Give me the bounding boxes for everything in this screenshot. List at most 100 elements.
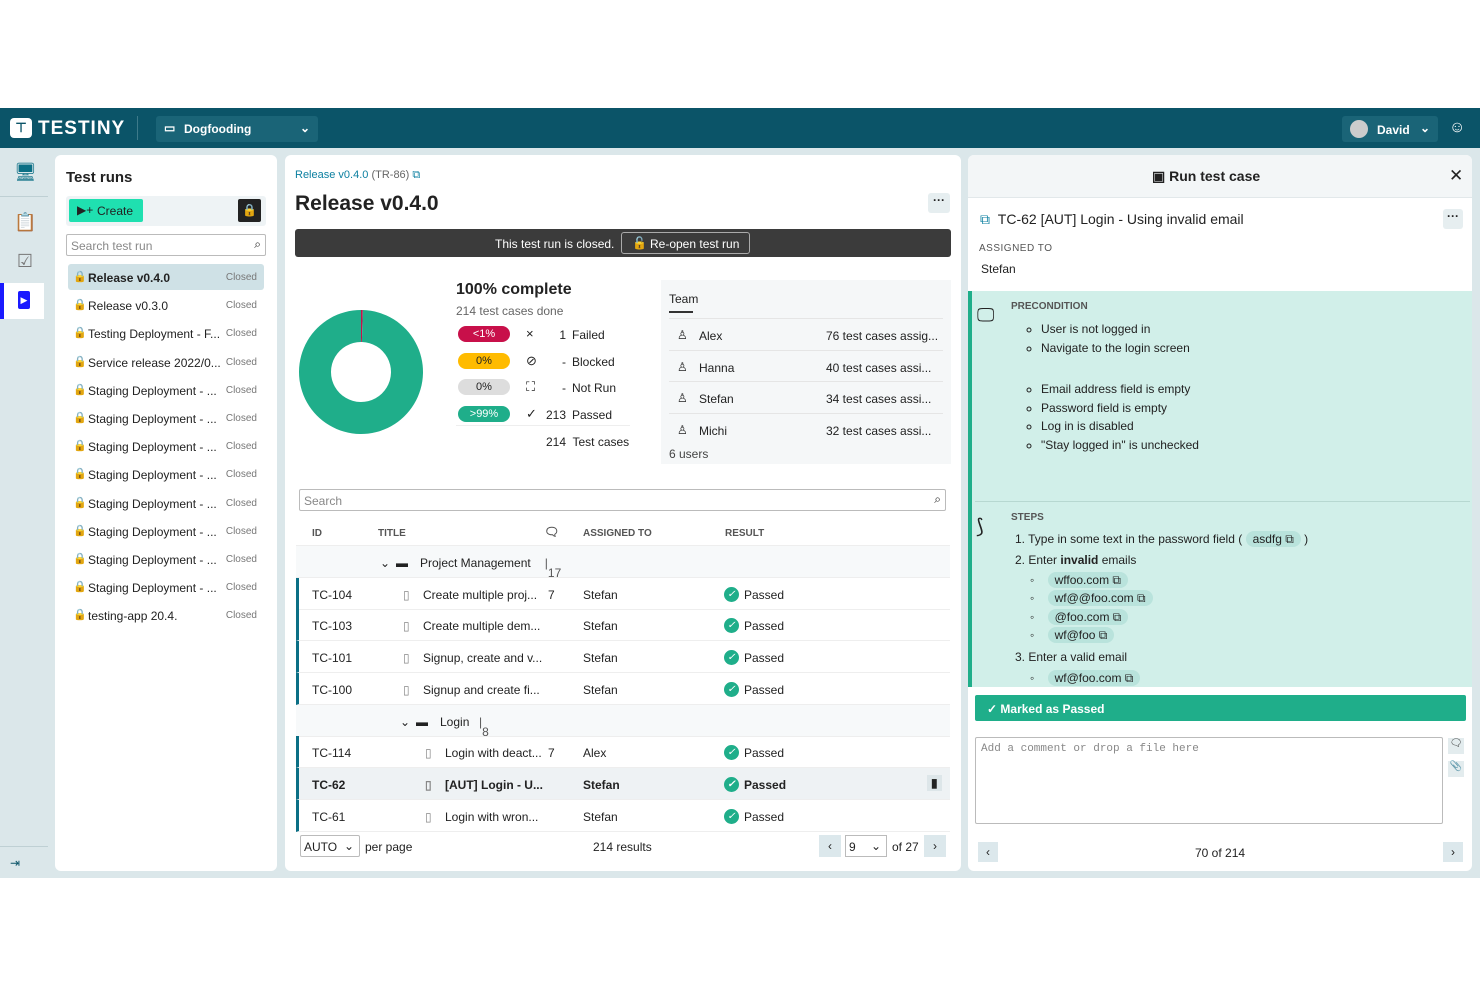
result: Passed	[744, 682, 785, 697]
copy-chip[interactable]: wf@foo.com ⧉	[1047, 670, 1141, 686]
team-member: ♙ Stefan 34 test cases assi...	[669, 381, 943, 413]
case-id: TC-62	[312, 777, 346, 792]
test-run-item[interactable]: 🔒 testing-app 20.4. Closed	[68, 602, 264, 628]
test-run-item[interactable]: 🔒 Staging Deployment - ... Closed	[68, 377, 264, 403]
test-run-item[interactable]: 🔒 Staging Deployment - ... Closed	[68, 405, 264, 431]
status-badge: Closed	[225, 328, 257, 340]
comment-input[interactable]: Add a comment or drop a file here	[975, 737, 1443, 824]
test-run-item[interactable]: 🔒 Staging Deployment - ... Closed	[68, 433, 264, 459]
test-run-item[interactable]: 🔒 Release v0.4.0 Closed	[68, 264, 264, 290]
more-button[interactable]: ···	[1443, 209, 1463, 229]
search-test-run-input[interactable]: Search test run ⌕	[66, 234, 266, 256]
copy-chip[interactable]: wf@@foo.com ⧉	[1047, 590, 1153, 607]
test-run-name: Staging Deployment - ...	[88, 383, 217, 398]
test-run-item[interactable]: 🔒 Staging Deployment - ... Closed	[68, 546, 264, 572]
stat-count: 1	[559, 328, 566, 342]
panel-header	[968, 155, 1472, 198]
status-badge: Closed	[225, 441, 257, 453]
more-button[interactable]: ···	[928, 193, 950, 213]
reopen-button[interactable]: 🔓 Re-open test run	[621, 232, 750, 254]
copy-chip[interactable]: @foo.com ⧉	[1047, 608, 1129, 625]
test-run-item[interactable]: 🔒 Staging Deployment - ... Closed	[68, 490, 264, 516]
test-run-item[interactable]: 🔒 Testing Deployment - F... Closed	[68, 320, 264, 346]
test-run-item[interactable]: 🔒 Staging Deployment - ... Closed	[68, 574, 264, 600]
tab-team[interactable]: Team	[669, 292, 699, 306]
test-runs-nav[interactable]: ▶	[0, 283, 44, 319]
case-id: TC-114	[312, 746, 352, 761]
table-row[interactable]: TC-101 ▯ Signup, create and v... Stefan ✓ Pas…	[296, 641, 950, 674]
smiley-icon[interactable]: ☺	[1449, 119, 1466, 136]
test-run-icon: 🔒	[73, 496, 87, 509]
dashboard-icon[interactable]: 🖥	[14, 162, 37, 182]
prev-case-button[interactable]: ‹	[978, 842, 998, 862]
closed-message: This test run is closed.	[495, 237, 615, 251]
test-run-icon: 🔒	[73, 299, 87, 312]
table-row[interactable]: TC-103 ▯ Create multiple dem... Stefan ✓ Pass…	[296, 609, 950, 642]
user-menu[interactable]: David ⌄	[1342, 116, 1438, 142]
page-select[interactable]: 9 ⌄	[845, 835, 887, 857]
case-title: Create multiple proj...	[423, 587, 538, 602]
folder-count-value: 8	[482, 724, 489, 739]
per-page-select[interactable]: AUTO ⌄	[300, 835, 360, 857]
step-3: 3. Enter a valid email	[1015, 650, 1128, 664]
breadcrumb-link[interactable]: Release v0.4.0	[295, 169, 369, 181]
table-row[interactable]: TC-104 ▯ Create multiple proj... 7 Stefan ✓ Pa…	[296, 577, 950, 610]
logo-icon: ⊤	[10, 118, 32, 138]
test-case-icon: ▯	[403, 682, 410, 697]
copy-icon[interactable]: ⧉	[412, 169, 421, 181]
stat-percent: 0%	[458, 379, 510, 395]
project-selector[interactable]: ▭ Dogfooding ⌄	[156, 116, 318, 142]
precondition-item: Password field is empty	[1041, 399, 1199, 418]
assignee: Stefan	[583, 587, 618, 602]
member-assigned: 32 test cases assi...	[826, 424, 932, 439]
folder-icon: ▬	[416, 714, 428, 729]
prev-page-button[interactable]: ‹	[819, 835, 841, 857]
close-icon[interactable]: ✕	[1449, 166, 1464, 185]
test-run-item[interactable]: 🔒 Staging Deployment - ... Closed	[68, 518, 264, 544]
panel-title: Test runs	[66, 169, 133, 186]
attach-icon[interactable]: 📎	[1448, 761, 1464, 777]
stat-count: -	[562, 354, 566, 369]
table-row[interactable]: TC-114 ▯ Login with deact... 7 Alex ✓ Passed	[296, 736, 950, 769]
link-icon[interactable]: ⧉	[980, 211, 990, 227]
test-run-name: Staging Deployment - ...	[88, 553, 217, 567]
member-name: Alex	[699, 329, 723, 343]
folder-row[interactable]: ⌄ ▬ Login | 8	[296, 704, 950, 739]
email-item: ◦ @foo.com ⧉	[1030, 608, 1129, 625]
open-case-icon[interactable]: ▮	[927, 774, 942, 791]
test-run-item[interactable]: 🔒 Staging Deployment - ... Closed	[68, 461, 264, 487]
next-case-button[interactable]: ›	[1443, 842, 1463, 862]
brand: TESTINY	[38, 118, 126, 139]
test-cases-icon[interactable]: 📋	[14, 212, 37, 232]
email-item: ◦ wf@foo.com ⧉	[1030, 670, 1141, 686]
panel-title: ▣ Run test case	[1152, 168, 1260, 185]
team-member: ♙ Hanna 40 test cases assi...	[669, 349, 943, 382]
next-page-button[interactable]: ›	[924, 835, 946, 857]
test-run-item[interactable]: 🔒 Service release 2022/0... Closed	[68, 349, 264, 375]
donut-slice-passed	[299, 310, 423, 434]
status-badge: Closed	[225, 469, 257, 481]
table-row[interactable]: TC-61 ▯ Login with wron... Stefan ✓ Passed	[296, 799, 950, 832]
comment-send-icon[interactable]: 🗨	[1448, 738, 1464, 754]
table-row[interactable]: TC-100 ▯ Signup and create fi... Stefan ✓ Pas…	[296, 672, 950, 705]
table-row[interactable]: TC-62 ▯ [AUT] Login - U... Stefan ✓ Passed ▮	[296, 767, 950, 800]
copy-chip[interactable]: wffoo.com ⧉	[1047, 572, 1128, 588]
status-badge: Closed	[225, 582, 257, 594]
collapse-icon[interactable]: ⇥	[10, 856, 21, 870]
closed-runs-toggle[interactable]: 🔒	[238, 199, 261, 222]
folder-row[interactable]: ⌄ ▬ Project Management | 17	[296, 546, 950, 580]
marked-passed-button[interactable]: ✓ Marked as Passed	[975, 695, 1466, 721]
create-button[interactable]: ▶+ Create	[69, 199, 143, 222]
test-run-icon: 🔒	[73, 383, 87, 396]
copy-chip[interactable]: asdfg ⧉	[1245, 531, 1301, 547]
test-plans-icon[interactable]: ☑	[16, 251, 34, 271]
copy-chip[interactable]: wf@foo ⧉	[1047, 626, 1115, 643]
member-assigned: 40 test cases assi...	[826, 360, 932, 375]
stat-label: Not Run	[572, 381, 617, 395]
donut-chart	[299, 310, 423, 434]
col-result: RESULT	[725, 528, 765, 539]
search-input[interactable]: Search ⌕	[299, 489, 946, 511]
test-run-item[interactable]: 🔒 Release v0.3.0 Closed	[68, 292, 264, 318]
step-1-text: 1. Type in some text in the password fie…	[1015, 532, 1243, 546]
test-run-name: Staging Deployment - ...	[88, 440, 217, 455]
